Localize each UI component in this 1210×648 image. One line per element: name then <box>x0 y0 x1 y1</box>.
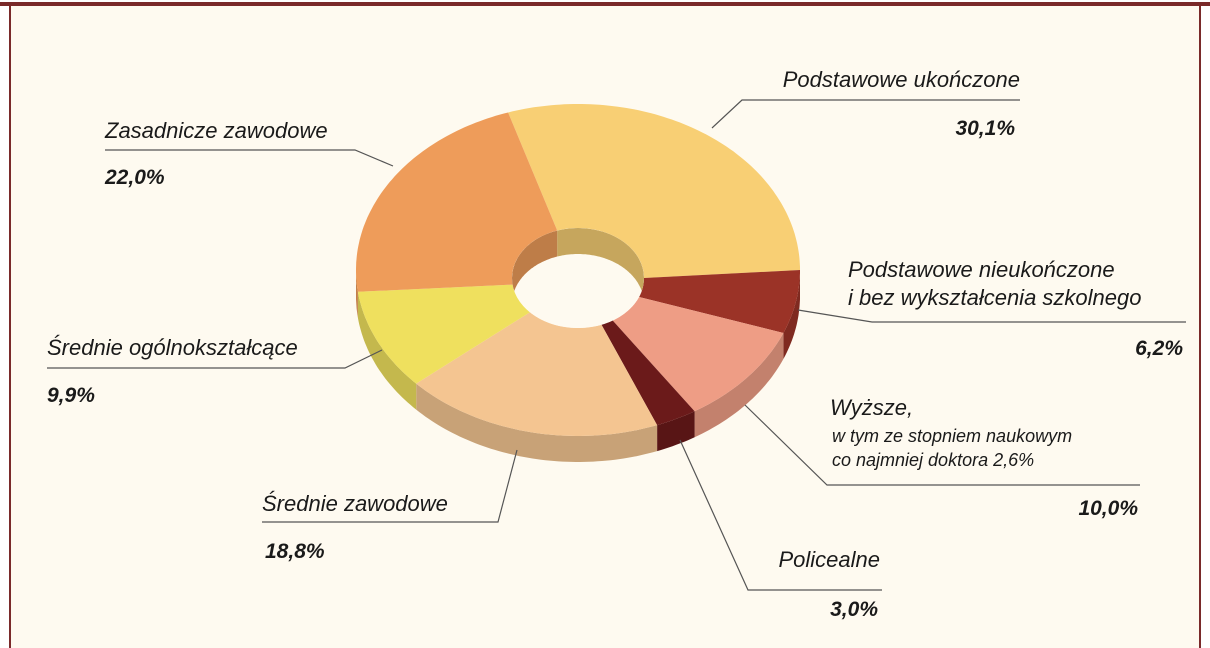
slice-side <box>783 270 800 359</box>
hole <box>512 228 644 328</box>
tops <box>356 104 800 436</box>
slice-label: Wyższe, <box>830 395 914 420</box>
value-label: 3,0% <box>830 598 878 621</box>
leader-line <box>679 439 882 591</box>
slice-label: Podstawowe ukończone <box>782 67 1020 92</box>
slice <box>601 320 695 426</box>
slice-label: Zasadnicze zawodowe <box>105 118 328 143</box>
leader-line <box>797 309 1186 323</box>
leaders <box>47 99 1186 591</box>
value-label: 30,1% <box>955 117 1015 140</box>
value-label: 10,0% <box>1078 497 1138 520</box>
slice <box>612 297 784 412</box>
slice <box>508 104 800 278</box>
leader-line <box>105 149 394 167</box>
slice <box>416 312 658 436</box>
slice-label: Średnie zawodowe <box>262 491 448 516</box>
slice <box>356 112 558 292</box>
slice <box>357 284 530 384</box>
slice-side <box>416 383 658 462</box>
sides <box>356 270 800 462</box>
slice-label: Policealne <box>778 547 880 572</box>
slice-side <box>657 411 695 452</box>
leader-line <box>744 404 1140 486</box>
annotation: w tym ze stopniem naukowym co najmniej d… <box>832 426 1073 470</box>
slice <box>639 270 800 333</box>
slice-side <box>356 270 358 318</box>
hole-floor <box>512 254 644 328</box>
leader-line <box>711 99 1020 129</box>
value-label: 18,8% <box>265 540 325 563</box>
leader-line <box>47 349 383 369</box>
value-label: 22,0% <box>105 166 165 189</box>
slice-inner-wall <box>512 230 558 304</box>
slice-label: Średnie ogólnokształcące <box>47 335 298 360</box>
slice-side <box>357 291 417 410</box>
value-label: 6,2% <box>1135 337 1183 360</box>
leader-line <box>262 449 518 523</box>
value-label: 9,9% <box>47 384 95 407</box>
slice-inner-wall <box>557 228 644 304</box>
slice-side <box>694 333 784 438</box>
slice-label: Podstawowe nieukończone i bez wykształce… <box>848 257 1142 310</box>
